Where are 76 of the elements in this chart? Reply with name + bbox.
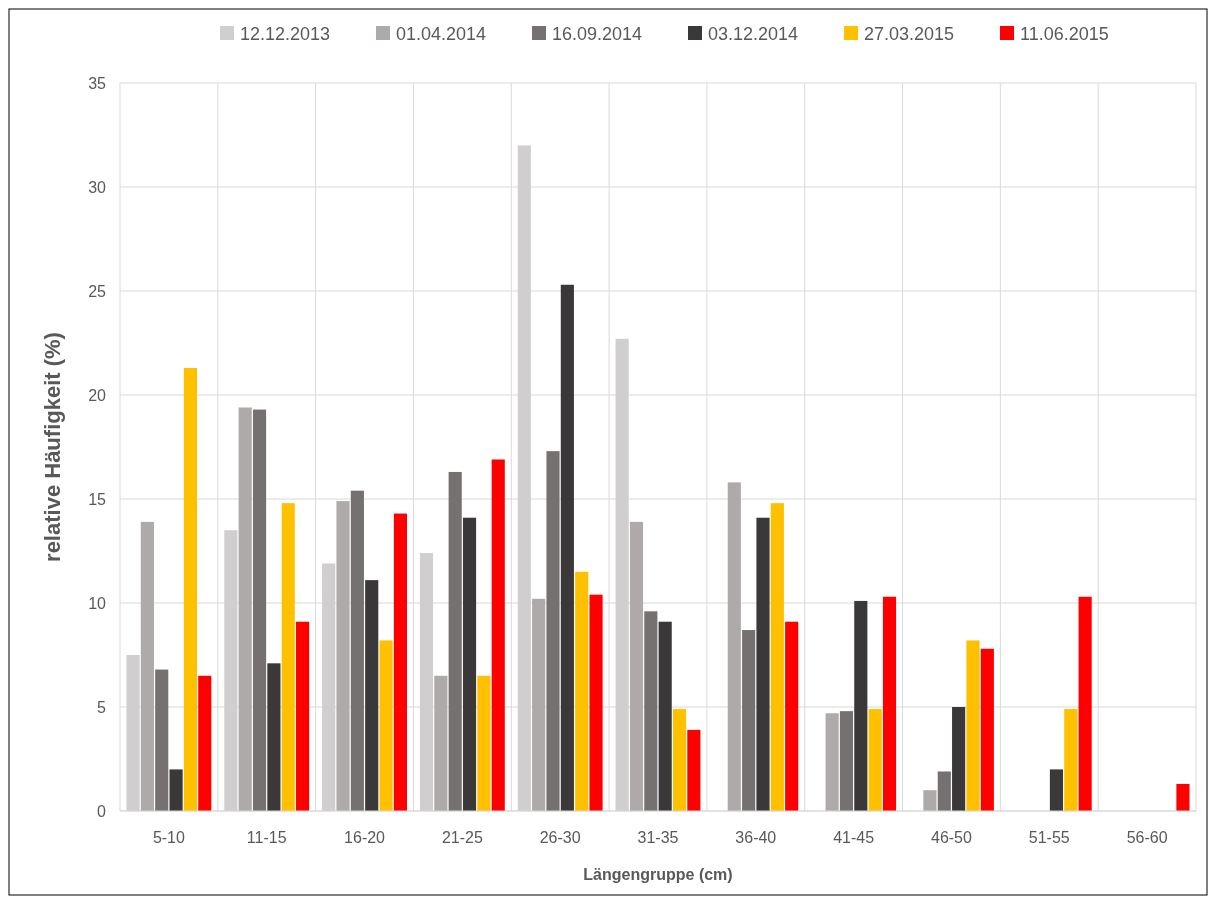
bar	[491, 459, 505, 811]
bar	[252, 409, 267, 811]
bar	[183, 367, 197, 811]
bar	[365, 580, 379, 811]
x-axis-title: Längengruppe (cm)	[583, 866, 733, 883]
bar	[379, 640, 393, 811]
x-tick-label: 11-15	[246, 829, 287, 846]
bar	[560, 284, 574, 811]
bar	[672, 709, 687, 811]
bar	[980, 648, 994, 811]
bar	[296, 621, 310, 811]
bar	[1078, 596, 1092, 811]
bar	[336, 501, 350, 811]
bar	[575, 571, 589, 811]
bar	[785, 621, 799, 811]
legend-label: 03.12.2014	[708, 24, 799, 44]
bar	[825, 713, 839, 811]
bar	[923, 790, 937, 811]
legend-label: 12.12.2013	[240, 24, 331, 44]
x-tick-label: 26-30	[539, 829, 581, 846]
bar	[868, 709, 882, 811]
y-tick-label: 30	[88, 178, 107, 196]
bar	[882, 596, 897, 811]
bar	[687, 729, 701, 811]
bar	[1064, 709, 1078, 811]
bar	[839, 711, 854, 811]
bar	[350, 490, 364, 811]
bar	[770, 503, 784, 811]
bar	[393, 513, 407, 811]
bar	[477, 675, 491, 811]
bar	[1049, 769, 1064, 811]
x-tick-label: 46-50	[930, 829, 973, 846]
bar	[238, 407, 252, 811]
bar	[434, 675, 448, 811]
bar	[756, 517, 770, 811]
bar	[155, 669, 169, 811]
y-tick-label: 0	[97, 802, 107, 820]
y-tick-label: 5	[97, 698, 107, 716]
bar	[140, 521, 154, 811]
bar	[952, 707, 966, 811]
y-tick-label: 15	[88, 490, 107, 508]
legend-label: 11.06.2015	[1020, 24, 1109, 44]
bar	[267, 663, 281, 811]
x-tick-label: 36-40	[735, 829, 777, 846]
x-tick-label: 41-45	[833, 829, 875, 846]
bar	[462, 517, 477, 811]
y-tick-label: 25	[88, 282, 107, 300]
bar	[448, 471, 462, 811]
bar	[1176, 783, 1190, 811]
bar	[937, 771, 951, 811]
x-tick-label: 5-10	[152, 829, 186, 846]
bar	[198, 675, 212, 811]
legend-label: 16.09.2014	[552, 24, 643, 44]
bar	[546, 451, 560, 811]
bar	[281, 503, 295, 811]
y-axis-title: relative Häufigkeit (%)	[40, 332, 65, 562]
bar	[169, 769, 183, 811]
bar	[966, 640, 980, 811]
bar	[532, 598, 546, 811]
x-tick-label: 56-60	[1126, 829, 1168, 846]
x-tick-label: 21-25	[441, 829, 483, 846]
legend-label: 27.03.2015	[864, 24, 955, 44]
x-tick-label: 51-55	[1028, 829, 1070, 846]
y-tick-label: 20	[88, 386, 107, 404]
y-tick-label: 10	[88, 594, 107, 612]
bar	[629, 521, 644, 811]
bar	[727, 482, 741, 811]
bar	[589, 594, 603, 811]
bar	[658, 621, 672, 811]
bar	[854, 600, 868, 811]
x-tick-label: 31-35	[637, 829, 679, 846]
y-tick-label: 35	[88, 74, 107, 92]
bar	[644, 611, 658, 811]
x-tick-label: 16-20	[344, 829, 386, 846]
bar	[742, 630, 756, 811]
legend-label: 01.04.2014	[396, 24, 487, 44]
